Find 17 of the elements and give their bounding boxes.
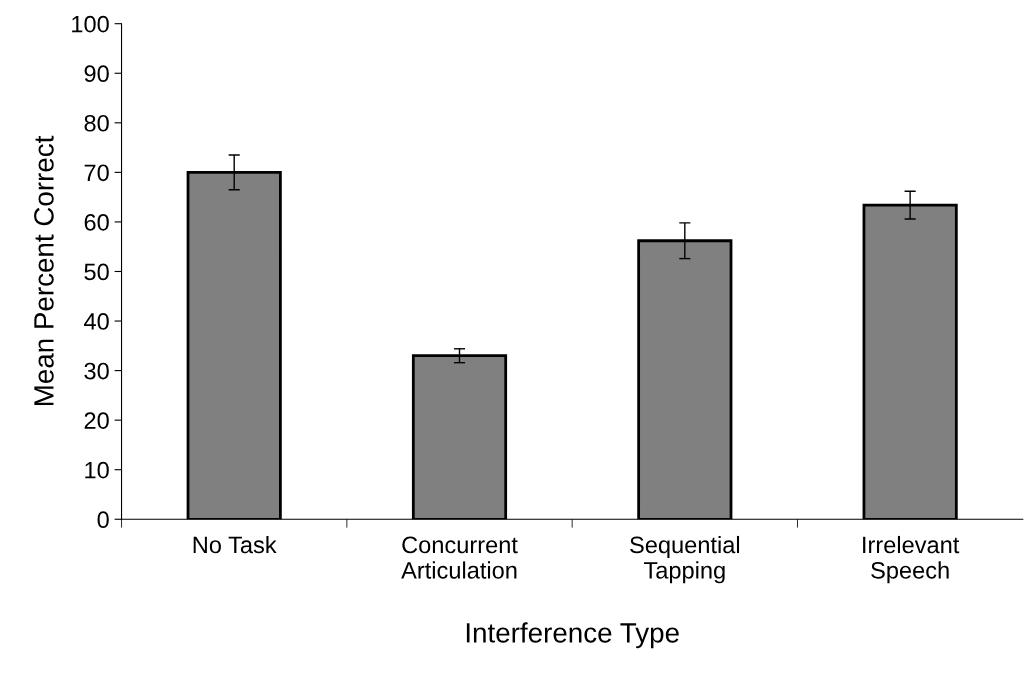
y-tick-label: 90 (84, 65, 109, 83)
x-tick-label: No Task (193, 535, 277, 554)
x-axis-title: Interference Type (466, 622, 679, 649)
y-axis-title: Mean Percent Correct (34, 135, 54, 406)
y-tick-label: 100 (72, 15, 109, 33)
y-tick-label: 40 (84, 313, 109, 330)
y-tick-label: 50 (84, 263, 109, 281)
y-tick-label: 10 (85, 461, 109, 479)
y-tick-label: 80 (84, 114, 109, 132)
y-tick-label: 60 (84, 213, 109, 231)
y-tick-label: 30 (84, 362, 109, 380)
y-tick-label: 20 (84, 412, 109, 429)
y-tick-label: 70 (84, 164, 109, 182)
x-tick-label: Concurrent Articulation (401, 536, 518, 579)
x-tick-label: Sequential Tapping (630, 535, 740, 584)
y-tick-label: 0 (97, 511, 109, 529)
x-tick-label: Irrelevant Speech (863, 535, 960, 584)
